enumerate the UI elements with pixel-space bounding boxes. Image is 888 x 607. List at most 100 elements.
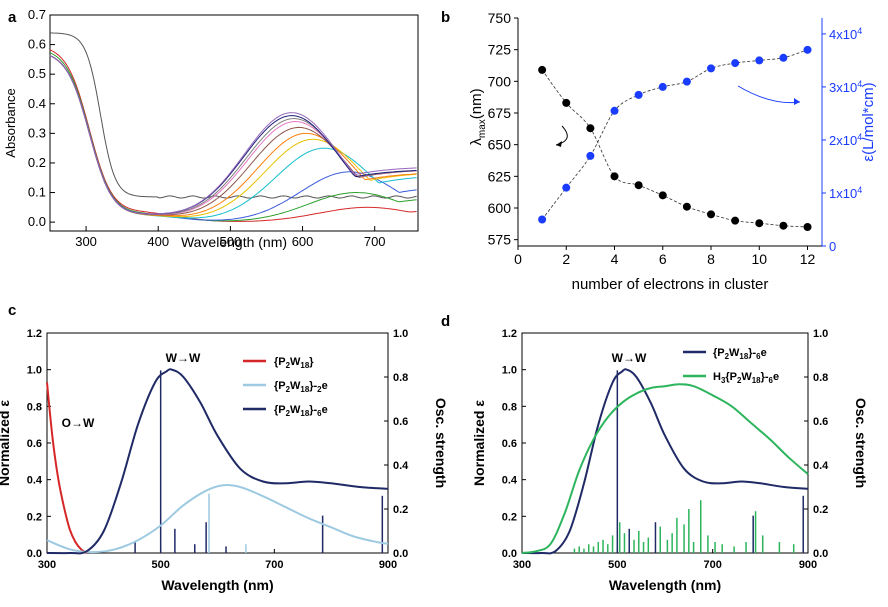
series-line-2 bbox=[49, 49, 417, 222]
y-tick-label-left: 600 bbox=[488, 200, 512, 216]
annotation-w-w: W→W bbox=[612, 351, 647, 365]
spectrum-line-2 bbox=[521, 383, 809, 554]
y-tick-label-left: 0.0 bbox=[502, 548, 517, 560]
series-line-8 bbox=[49, 55, 417, 216]
y-tick-label: 0.6 bbox=[28, 37, 46, 52]
y-axis-label-left: Normalized ε bbox=[471, 400, 487, 486]
data-point-right bbox=[538, 215, 547, 224]
series-line-10 bbox=[49, 55, 417, 215]
data-point-left bbox=[562, 98, 571, 107]
x-tick-label: 6 bbox=[659, 251, 667, 267]
panel-a: 300 400 500 600 700 0.0 0.1 0.2 0.3 0.4 0.5 0.6 0.7 W… bbox=[3, 7, 419, 250]
y-tick-label-right: 0.0 bbox=[813, 548, 828, 560]
x-tick-label: 500 bbox=[220, 234, 242, 249]
x-tick-label: 4 bbox=[611, 251, 619, 267]
x-axis-label: Wavelength (nm) bbox=[609, 577, 721, 593]
panel-d: 300 500 700 9000.00.20.40.60.81.01.20.00.20… bbox=[471, 328, 869, 593]
y-tick-label-left: 0.4 bbox=[27, 475, 43, 487]
series-line-right bbox=[541, 49, 808, 220]
y-tick-label-left: 0.6 bbox=[27, 438, 42, 450]
y-tick-label-left: 1.0 bbox=[27, 365, 42, 377]
x-axis-label: Wavelength (nm) bbox=[181, 234, 287, 250]
x-tick-label: 700 bbox=[364, 234, 386, 249]
data-point-left bbox=[755, 219, 764, 228]
series-line-left bbox=[541, 69, 808, 228]
x-tick-label: 700 bbox=[703, 559, 721, 571]
y-tick-label-right: 0.6 bbox=[393, 416, 408, 428]
x-tick-label: 300 bbox=[513, 559, 531, 571]
y-tick-label-left: 725 bbox=[488, 42, 512, 58]
y-tick-label-right: 0.8 bbox=[393, 372, 408, 384]
legend-label: {P2​W18​}-6​e bbox=[713, 347, 767, 361]
x-tick-label: 400 bbox=[147, 234, 169, 249]
y-tick-label-right: 0.6 bbox=[813, 416, 828, 428]
panel-label-b: b bbox=[441, 9, 450, 26]
data-point-left bbox=[707, 210, 716, 219]
y-tick-label: 0.4 bbox=[28, 96, 46, 111]
axes-frame bbox=[49, 14, 419, 232]
y-tick-label-right: 0.8 bbox=[813, 372, 828, 384]
y-tick-label-left: 700 bbox=[488, 73, 512, 89]
spectrum-line-2 bbox=[46, 483, 389, 554]
legend-label: {P2​W18​}-2​e bbox=[274, 380, 328, 394]
annotation-o-w: O→W bbox=[62, 416, 95, 430]
y-tick-label-left: 1.2 bbox=[502, 328, 517, 340]
spectrum-line-3 bbox=[46, 368, 389, 555]
y-tick-label-left: 575 bbox=[488, 232, 512, 248]
y-tick-label-right: 4x104 bbox=[829, 26, 862, 42]
legend-label: H3​{P2​W18​}-6​e bbox=[713, 371, 779, 385]
x-axis-label: Wavelength (nm) bbox=[161, 577, 273, 593]
data-point-right bbox=[803, 45, 812, 54]
data-point-right bbox=[755, 56, 764, 65]
y-axis-label-left: λmax(nm) bbox=[468, 88, 488, 145]
data-point-left bbox=[779, 221, 788, 230]
data-point-right bbox=[658, 82, 667, 91]
y-tick-label-left: 1.0 bbox=[502, 365, 517, 377]
data-point-right bbox=[634, 90, 643, 99]
y-tick-label-left: 750 bbox=[488, 10, 512, 26]
x-tick-label: 500 bbox=[151, 559, 169, 571]
data-point-right bbox=[610, 106, 619, 115]
y-tick-label-right: 1.0 bbox=[393, 328, 408, 340]
series-line-7 bbox=[49, 55, 417, 217]
x-tick-label: 500 bbox=[608, 559, 626, 571]
data-point-left bbox=[731, 216, 740, 225]
y-tick-label-right: 0.0 bbox=[393, 548, 408, 560]
y-tick-label-right: 0 bbox=[829, 239, 836, 254]
y-tick-label-right: 0.4 bbox=[393, 460, 409, 472]
y-tick-label: 0.7 bbox=[28, 7, 46, 22]
x-tick-label: 8 bbox=[707, 251, 715, 267]
data-point-right bbox=[586, 151, 595, 160]
panel-label-d: d bbox=[441, 313, 450, 330]
data-point-right bbox=[682, 77, 691, 86]
series-line-11 bbox=[49, 55, 417, 215]
y-tick-label: 0.5 bbox=[28, 66, 46, 81]
panel-c: 300 500 700 9000.00.20.40.60.81.01.20.00.20… bbox=[0, 328, 449, 593]
x-tick-label: 700 bbox=[265, 559, 283, 571]
y-axis-label-right: Osc. strength bbox=[433, 398, 449, 488]
data-point-right bbox=[707, 64, 716, 73]
y-tick-label-left: 0.8 bbox=[502, 401, 517, 413]
x-tick-label: 900 bbox=[799, 559, 817, 571]
y-tick-label-left: 650 bbox=[488, 137, 512, 153]
y-tick-label: 0.3 bbox=[28, 125, 46, 140]
x-tick-label: 900 bbox=[379, 559, 397, 571]
arrow-right bbox=[737, 85, 801, 104]
data-point-left bbox=[803, 223, 812, 231]
spectrum-line-1 bbox=[521, 368, 809, 555]
series-line-1 bbox=[49, 32, 417, 199]
series-line-9 bbox=[49, 55, 417, 215]
axes-frame bbox=[46, 332, 389, 554]
annotation-w-w: W→W bbox=[166, 351, 201, 365]
y-axis-label-right: ε(L/mol*cm) bbox=[860, 82, 877, 161]
legend-label: {P2​W18​} bbox=[274, 356, 314, 370]
y-tick-label: 0.2 bbox=[28, 155, 46, 170]
x-tick-label: 600 bbox=[292, 234, 314, 249]
data-point-right bbox=[779, 53, 788, 62]
data-point-left bbox=[586, 124, 595, 133]
y-tick-label: 0.0 bbox=[28, 214, 46, 229]
y-tick-label-left: 0.6 bbox=[502, 438, 517, 450]
data-point-left bbox=[538, 65, 547, 74]
x-tick-label: 10 bbox=[751, 251, 767, 267]
